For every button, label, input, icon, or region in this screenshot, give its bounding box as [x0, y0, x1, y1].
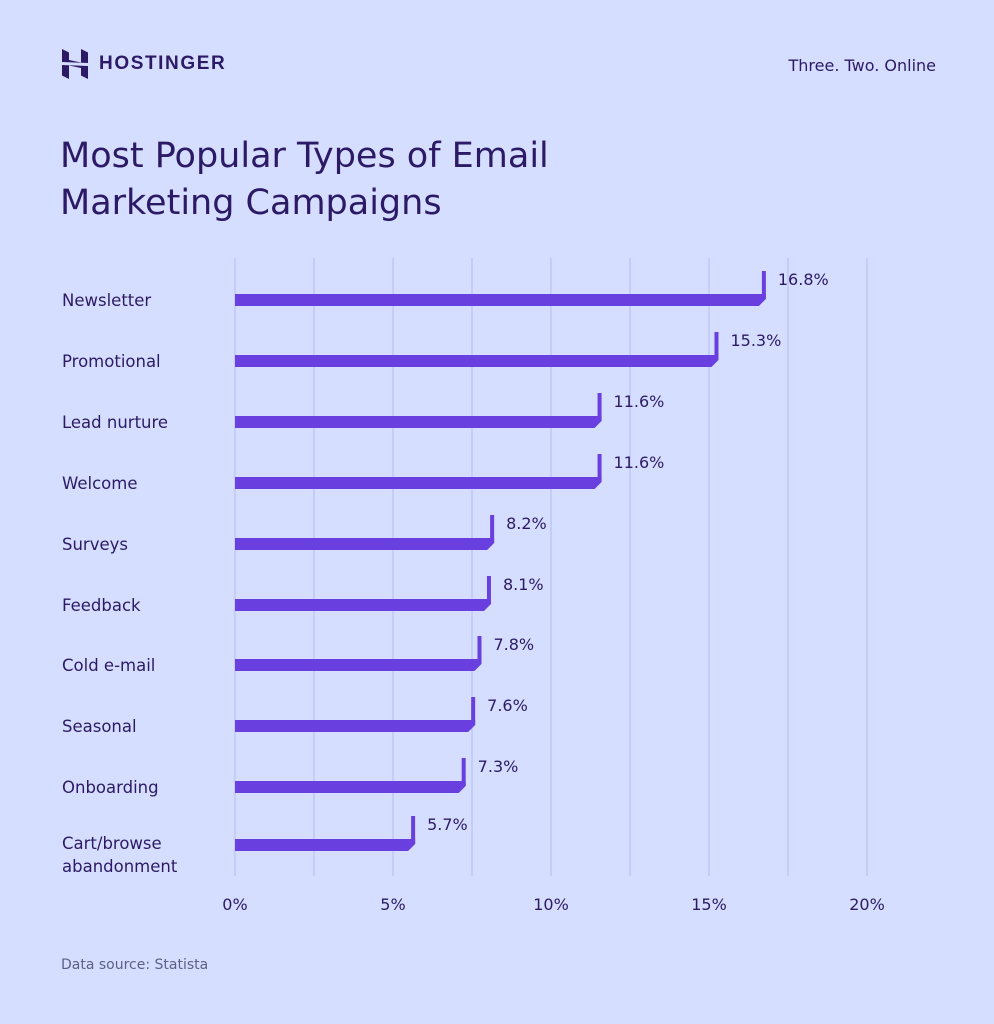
chart-title: Most Popular Types of Email Marketing Ca… [60, 136, 549, 223]
value-label: 7.3% [478, 757, 519, 776]
bar [235, 538, 495, 550]
bar-end-tick [761, 271, 766, 299]
bar [235, 599, 491, 611]
category-label: Promotional [62, 352, 161, 371]
hostinger-logo-icon [62, 49, 88, 79]
hostinger-logo: HOSTINGER [62, 49, 226, 79]
x-tick-label: 15% [691, 895, 727, 914]
category-label: Cart/browse [62, 834, 162, 853]
value-label: 15.3% [730, 331, 781, 350]
category-label: Lead nurture [62, 413, 168, 432]
category-label: Welcome [62, 474, 137, 493]
bar [235, 477, 602, 489]
bar [235, 416, 602, 428]
category-label: Cold e-mail [62, 656, 155, 675]
value-label: 11.6% [614, 392, 665, 411]
x-tick-label: 5% [380, 895, 405, 914]
category-label: abandonment [62, 857, 178, 876]
value-label: 16.8% [778, 270, 829, 289]
bar-end-tick [714, 332, 719, 360]
x-tick-label: 20% [849, 895, 885, 914]
brand-name: HOSTINGER [99, 53, 227, 74]
category-label: Seasonal [62, 717, 137, 736]
x-tick-label: 10% [533, 895, 569, 914]
value-label: 11.6% [614, 453, 665, 472]
bar-end-tick [486, 576, 491, 604]
bar-end-tick [411, 816, 416, 844]
bar [235, 294, 766, 306]
value-label: 8.1% [503, 575, 544, 594]
bar-end-tick [597, 454, 602, 482]
value-label: 7.8% [493, 635, 534, 654]
x-tick-label: 0% [222, 895, 247, 914]
category-label: Feedback [62, 596, 141, 615]
bar-end-tick [471, 697, 476, 725]
category-label: Surveys [62, 535, 128, 554]
bar-end-tick [597, 393, 602, 421]
category-label: Onboarding [62, 778, 159, 797]
bar-end-tick [477, 636, 482, 664]
bar-end-tick [490, 515, 495, 543]
tagline: Three. Two. Online [788, 56, 937, 75]
data-source: Data source: Statista [61, 957, 209, 973]
bar [235, 355, 719, 367]
bar-end-tick [461, 758, 466, 786]
value-label: 7.6% [487, 696, 528, 715]
category-label: Newsletter [62, 291, 151, 310]
bar [235, 781, 466, 793]
value-label: 5.7% [427, 815, 468, 834]
value-label: 8.2% [506, 514, 547, 533]
bar [235, 659, 482, 671]
bar [235, 839, 416, 851]
bar [235, 720, 476, 732]
